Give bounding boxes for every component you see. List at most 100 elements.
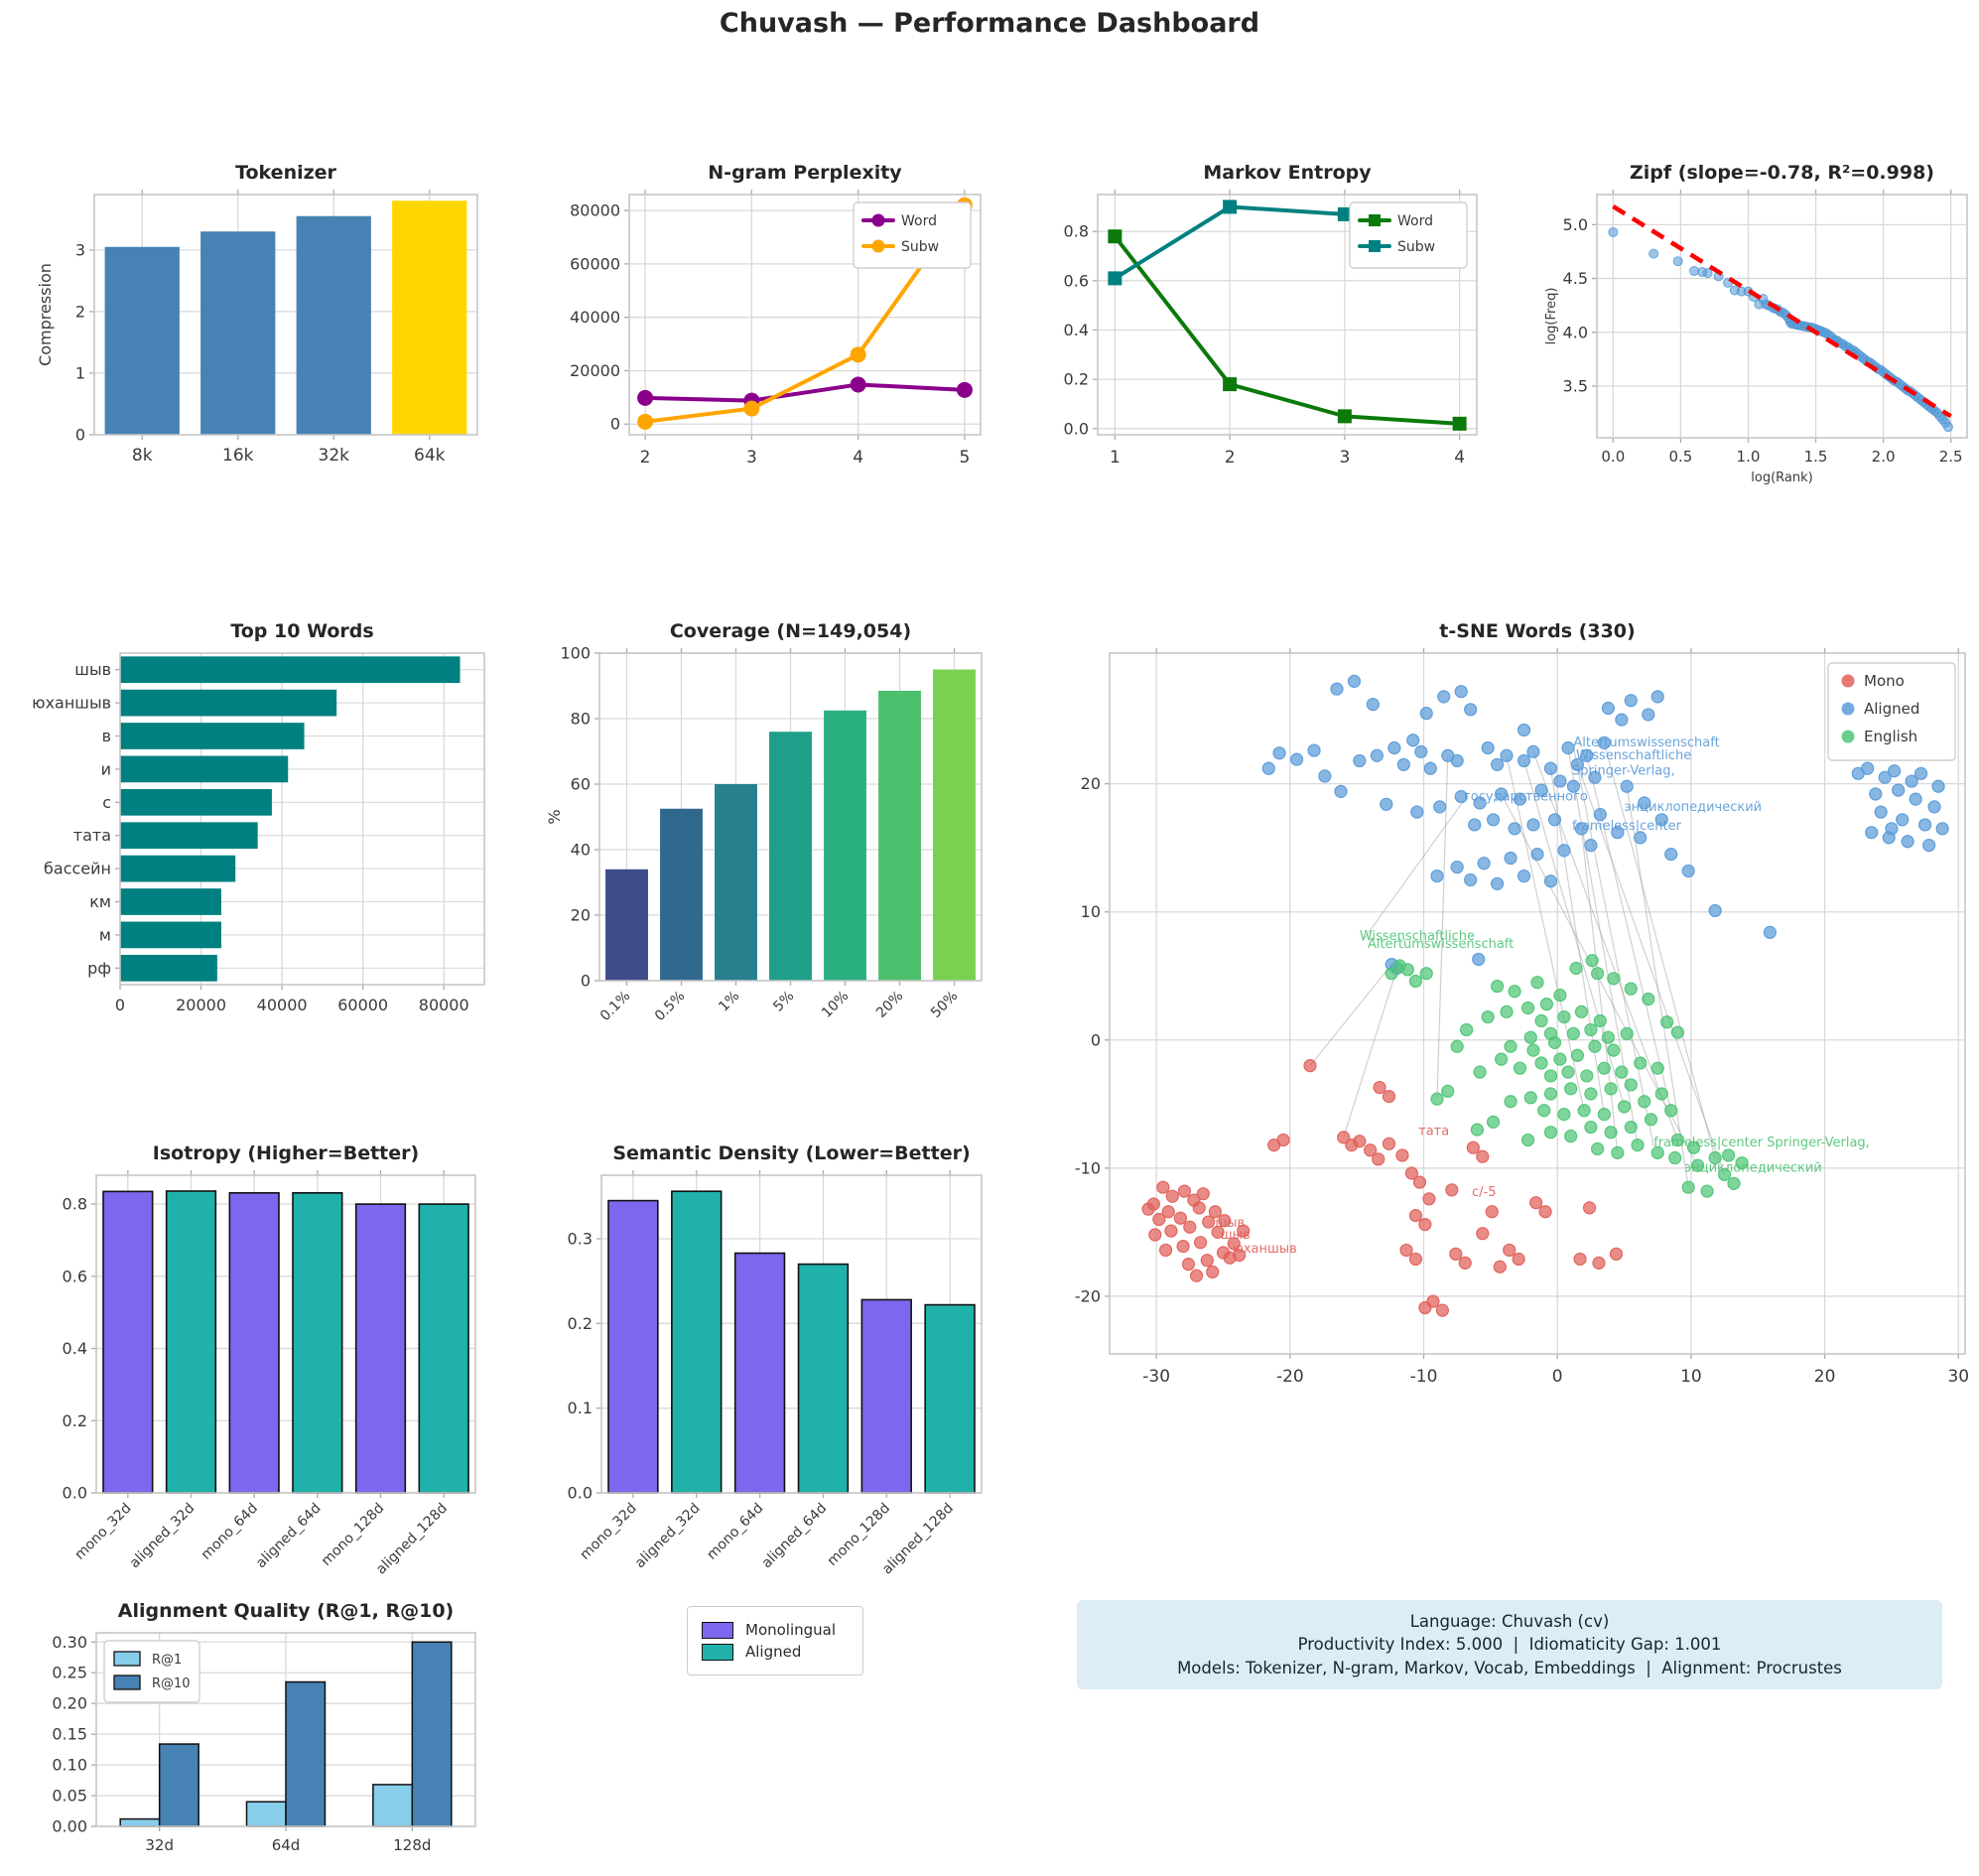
svg-text:0.8: 0.8 (63, 1195, 87, 1214)
shared-legend: Monolingual Aligned (687, 1606, 863, 1675)
svg-text:Subw: Subw (1397, 239, 1435, 255)
svg-text:80000: 80000 (570, 201, 620, 220)
svg-text:государственного: государственного (1464, 789, 1588, 804)
svg-text:60000: 60000 (337, 996, 388, 1014)
info-line-models: Models: Tokenizer, N-gram, Markov, Vocab… (1177, 1658, 1842, 1677)
svg-text:тата: тата (1418, 1124, 1449, 1139)
svg-text:энциклопедический: энциклопедический (1625, 800, 1763, 815)
svg-text:20: 20 (1814, 1367, 1836, 1387)
svg-text:R@10: R@10 (152, 1676, 191, 1691)
svg-text:1.0: 1.0 (1737, 448, 1761, 466)
chart-tokenizer: 0 1 2 3 8k 16k 32k 64k Compression Tokenizer (35, 149, 491, 476)
svg-text:-20: -20 (1075, 1286, 1101, 1305)
svg-text:10: 10 (1680, 1367, 1702, 1387)
svg-text:log(Freq): log(Freq) (1544, 288, 1559, 345)
svg-text:Aligned: Aligned (1864, 700, 1919, 718)
tokenizer-svg: 0 1 2 3 8k 16k 32k 64k Compression Tokenizer (35, 149, 491, 476)
svg-text:энциклопедический: энциклопедический (1684, 1161, 1822, 1176)
svg-text:Coverage (N=149,054): Coverage (N=149,054) (670, 620, 911, 642)
svg-text:10: 10 (1081, 902, 1101, 921)
svg-text:-10: -10 (1410, 1367, 1438, 1387)
svg-text:3: 3 (746, 448, 757, 468)
svg-text:1.5: 1.5 (1804, 448, 1828, 466)
chart-isotropy: 0.0 0.2 0.4 0.6 0.8 mono_32d aligned_32d mono_6… (35, 1130, 491, 1606)
svg-text:2: 2 (640, 448, 651, 468)
svg-text:0.0: 0.0 (1064, 419, 1089, 438)
aligned-swatch (702, 1643, 733, 1661)
svg-text:frameless|center Springer-Verl: frameless|center Springer-Verlag, (1653, 1136, 1870, 1150)
svg-text:3: 3 (1339, 448, 1350, 468)
svg-text:Altertumswissenschaft: Altertumswissenschaft (1573, 736, 1719, 750)
svg-text:0.8: 0.8 (1064, 222, 1089, 241)
svg-text:Word: Word (901, 213, 937, 229)
svg-text:5.0: 5.0 (1563, 215, 1588, 234)
svg-text:0.20: 0.20 (52, 1694, 87, 1713)
svg-text:Zipf (slope=-0.78, R²=0.998): Zipf (slope=-0.78, R²=0.998) (1630, 162, 1934, 184)
svg-text:40: 40 (571, 841, 591, 860)
svg-text:0.5: 0.5 (1668, 448, 1692, 466)
zipf-svg: 3.5 4.0 4.5 5.0 0.0 0.5 1.0 1.5 2.0 2.5 log(Rank) l… (1541, 147, 1979, 493)
svg-text:frameless|center: frameless|center (1572, 819, 1682, 834)
svg-text:20: 20 (1081, 774, 1101, 793)
svg-text:2: 2 (1225, 448, 1236, 468)
chart-semdensity: 0.0 0.1 0.2 0.3 mono_32d aligned_32d mono_64d a… (544, 1130, 997, 1606)
page-title: Chuvash — Performance Dashboard (719, 8, 1260, 39)
svg-text:4.0: 4.0 (1563, 323, 1588, 341)
svg-text:Subw: Subw (901, 239, 939, 255)
chart-zipf: 3.5 4.0 4.5 5.0 0.0 0.5 1.0 1.5 2.0 2.5 log(Rank) l… (1541, 147, 1979, 493)
svg-text:Semantic Density (Lower=Better: Semantic Density (Lower=Better) (612, 1142, 970, 1164)
svg-text:0.1: 0.1 (568, 1399, 593, 1417)
svg-text:8k: 8k (132, 446, 153, 466)
svg-text:0.6: 0.6 (1064, 271, 1089, 290)
svg-text:4: 4 (853, 448, 863, 468)
svg-text:0.05: 0.05 (52, 1787, 87, 1806)
svg-text:80: 80 (571, 710, 591, 729)
svg-text:0.2: 0.2 (63, 1411, 87, 1430)
svg-text:бассейн: бассейн (44, 860, 111, 878)
svg-text:40000: 40000 (257, 996, 308, 1014)
svg-text:0.10: 0.10 (52, 1756, 87, 1775)
svg-text:log(Rank): log(Rank) (1751, 470, 1812, 485)
svg-text:1: 1 (1110, 448, 1121, 468)
svg-text:0.4: 0.4 (63, 1339, 87, 1358)
svg-text:32k: 32k (319, 446, 350, 466)
info-box: Language: Chuvash (cv) Productivity Inde… (1077, 1600, 1942, 1690)
aligned-label: Aligned (745, 1643, 802, 1661)
svg-text:3.5: 3.5 (1563, 376, 1588, 395)
svg-text:с: с (102, 793, 111, 812)
svg-text:0.0: 0.0 (63, 1484, 87, 1503)
svg-text:64d: 64d (272, 1836, 301, 1854)
monolingual-label: Monolingual (745, 1621, 837, 1639)
svg-text:1: 1 (75, 363, 85, 382)
svg-text:0.25: 0.25 (52, 1664, 87, 1682)
svg-text:Compression: Compression (36, 263, 55, 366)
svg-text:t-SNE Words (330): t-SNE Words (330) (1439, 620, 1635, 642)
svg-text:16k: 16k (222, 446, 254, 466)
svg-text:Wissenschaftliche: Wissenschaftliche (1576, 748, 1691, 763)
svg-text:-10: -10 (1075, 1158, 1101, 1177)
svg-text:шыв: шыв (74, 660, 111, 679)
svg-text:2: 2 (75, 302, 85, 321)
svg-text:0: 0 (581, 972, 591, 991)
svg-text:Mono: Mono (1864, 672, 1905, 690)
svg-text:Isotropy (Higher=Better): Isotropy (Higher=Better) (153, 1142, 419, 1164)
chart-markov: 0.0 0.2 0.4 0.6 0.8 1 2 3 4 Markov Entropy Word Sub… (1044, 149, 1493, 476)
svg-text:0.0: 0.0 (1601, 448, 1625, 466)
svg-text:60: 60 (571, 775, 591, 794)
svg-text:20: 20 (571, 906, 591, 925)
svg-text:Markov Entropy: Markov Entropy (1203, 162, 1372, 184)
svg-text:128d: 128d (393, 1836, 431, 1854)
svg-text:0.30: 0.30 (52, 1633, 87, 1652)
chart-ngram: 0 20000 40000 60000 80000 2 3 4 5 N-gram Perplexi… (548, 149, 996, 476)
legend-row-monolingual: Monolingual (702, 1621, 849, 1639)
svg-text:N-gram Perplexity: N-gram Perplexity (708, 162, 902, 184)
svg-text:2.5: 2.5 (1939, 448, 1963, 466)
chart-coverage: 0 20 40 60 80 100 0.1% 0.5% 1% 5% 10% 20% 50%% Covera… (544, 607, 997, 1076)
svg-text:км: км (89, 892, 111, 911)
monolingual-swatch (702, 1621, 733, 1639)
svg-text:0.6: 0.6 (63, 1267, 87, 1285)
